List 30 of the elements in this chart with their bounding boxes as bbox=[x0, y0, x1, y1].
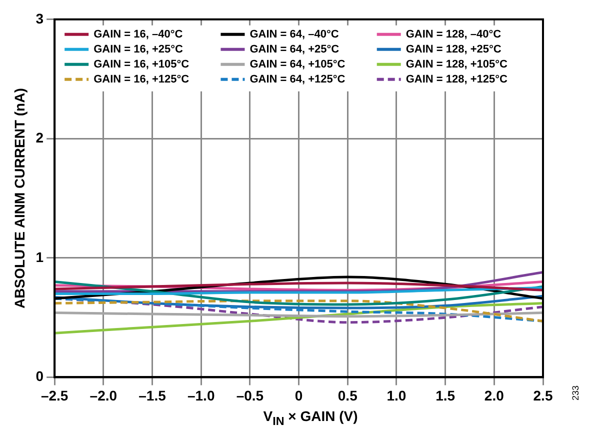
legend-label: GAIN = 64, –40°C bbox=[250, 28, 339, 40]
legend-label: GAIN = 64, +105°C bbox=[250, 58, 346, 70]
x-tick-label: –2.0 bbox=[90, 387, 118, 404]
x-tick-label: –0.5 bbox=[236, 387, 264, 404]
x-tick-label: 0 bbox=[294, 387, 303, 404]
y-tick-label: 1 bbox=[36, 248, 44, 265]
y-axis-title: ABSOLUTE AINM CURRENT (nA) bbox=[11, 88, 28, 308]
x-tick-label: 0.5 bbox=[338, 387, 358, 404]
y-tick-label: 3 bbox=[36, 10, 44, 26]
x-tick-label: –1.0 bbox=[187, 387, 215, 404]
x-tick-label: –2.5 bbox=[40, 387, 68, 404]
y-tick-label: 0 bbox=[36, 368, 44, 384]
legend-label: GAIN = 16, –40°C bbox=[94, 28, 183, 40]
x-tick-label: 2.0 bbox=[484, 387, 504, 404]
legend-label: GAIN = 16, +105°C bbox=[94, 58, 190, 70]
legend-label: GAIN = 128, +25°C bbox=[406, 43, 502, 56]
legend-label: GAIN = 64, +25°C bbox=[250, 43, 340, 56]
text: 233 bbox=[570, 385, 580, 401]
legend-label: GAIN = 128, +125°C bbox=[406, 73, 508, 86]
legend-label: GAIN = 16, +25°C bbox=[94, 43, 184, 56]
x-tick-label: 1.5 bbox=[436, 387, 456, 404]
legend-label: GAIN = 16, +125°C bbox=[94, 73, 190, 86]
x-tick-label: –1.5 bbox=[138, 387, 166, 404]
legend-label: GAIN = 64, +125°C bbox=[250, 73, 346, 86]
legend-label: GAIN = 128, –40°C bbox=[406, 28, 502, 40]
y-tick-label: 2 bbox=[36, 130, 44, 146]
legend-label: GAIN = 128, +105°C bbox=[406, 58, 508, 70]
x-tick-label: 1.0 bbox=[386, 387, 406, 404]
x-axis-title: V$_{IN}$ × GAIN (V) bbox=[262, 408, 359, 428]
x-tick-label: 2.5 bbox=[533, 387, 553, 404]
